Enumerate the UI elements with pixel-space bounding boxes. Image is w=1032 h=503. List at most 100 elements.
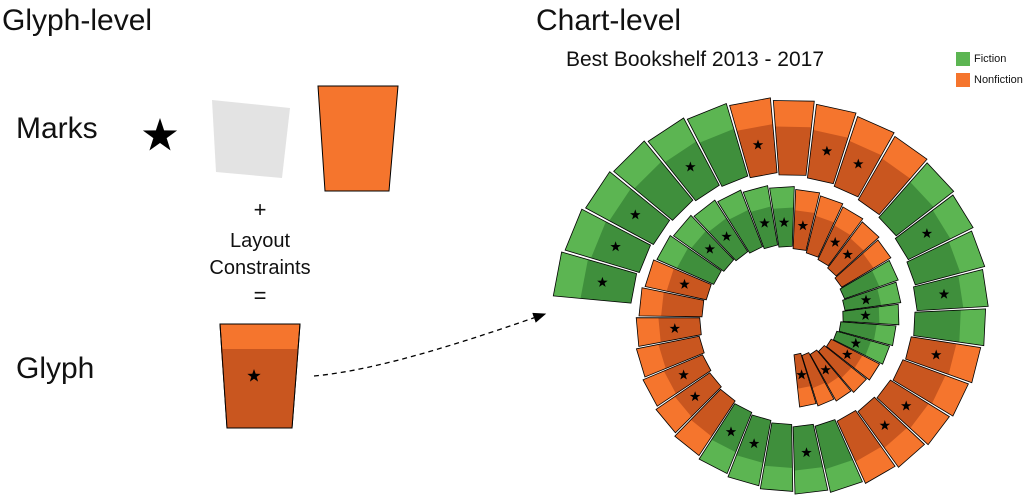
orange-wedge-mark bbox=[317, 85, 399, 192]
star-icon bbox=[879, 420, 891, 430]
book-wedge-shade bbox=[807, 130, 849, 184]
legend-swatch-fiction bbox=[956, 52, 970, 66]
star-icon bbox=[801, 447, 812, 458]
marks-label: Marks bbox=[16, 112, 98, 145]
book-wedge-shade bbox=[833, 331, 872, 356]
star-icon bbox=[759, 217, 770, 228]
book-glyph bbox=[833, 115, 895, 198]
book-glyph bbox=[638, 287, 705, 318]
star-icon bbox=[820, 364, 831, 375]
book-wedge-shade bbox=[772, 207, 794, 248]
book-wedge-shade bbox=[609, 188, 670, 245]
star-icon bbox=[778, 217, 790, 227]
book-glyph bbox=[809, 349, 852, 402]
book-wedge-shade bbox=[913, 310, 961, 343]
book-glyph bbox=[698, 403, 753, 475]
book-glyph bbox=[838, 321, 897, 347]
star-icon bbox=[938, 288, 950, 299]
book-glyph bbox=[805, 195, 844, 258]
legend-item-nonfiction: Nonfiction bbox=[956, 73, 1023, 87]
legend-label-fiction: Fiction bbox=[974, 53, 1007, 65]
book-wedge-shade bbox=[676, 247, 722, 285]
equals-sign: = bbox=[253, 283, 267, 308]
book-glyph bbox=[792, 423, 829, 495]
plus-sign: + bbox=[253, 197, 267, 222]
book-wedge-shade bbox=[634, 161, 693, 221]
book-wedge-shade bbox=[842, 288, 882, 311]
star-icon bbox=[796, 369, 807, 380]
book-glyph bbox=[894, 194, 974, 261]
book-glyph bbox=[801, 352, 835, 407]
star-icon bbox=[748, 438, 760, 449]
chart-level-title: Chart-level bbox=[536, 4, 682, 37]
book-wedge-shade bbox=[858, 158, 911, 215]
star-icon bbox=[685, 161, 696, 172]
book-glyph bbox=[656, 235, 722, 285]
book-wedge-shade bbox=[817, 225, 851, 266]
book-wedge-shade bbox=[658, 336, 705, 369]
book-glyph bbox=[635, 335, 705, 378]
star-icon bbox=[821, 145, 833, 156]
book-glyph bbox=[842, 281, 902, 311]
star-icon bbox=[900, 400, 912, 411]
book-glyph bbox=[792, 189, 821, 251]
book-wedge-shade bbox=[810, 350, 839, 385]
star-icon bbox=[930, 349, 942, 360]
book-glyph bbox=[857, 396, 926, 468]
book-wedge-shade bbox=[691, 230, 734, 272]
book-glyph bbox=[817, 206, 864, 267]
book-glyph bbox=[613, 140, 694, 221]
star-icon bbox=[829, 236, 841, 247]
book-wedge-shade bbox=[815, 419, 853, 470]
chart-title: Best Bookshelf 2013 - 2017 bbox=[566, 48, 825, 71]
star-icon bbox=[921, 228, 933, 239]
book-wedge-shade bbox=[699, 128, 748, 187]
book-glyph bbox=[644, 259, 712, 301]
book-wedge-shade bbox=[858, 397, 907, 448]
book-wedge-shade bbox=[664, 141, 720, 201]
book-wedge-shade bbox=[835, 253, 874, 288]
book-wedge-shade bbox=[837, 410, 882, 462]
star-icon bbox=[850, 337, 862, 348]
book-glyph bbox=[672, 214, 735, 272]
book-glyph bbox=[635, 317, 702, 347]
book-wedge-shade bbox=[711, 403, 752, 453]
star-icon bbox=[597, 276, 608, 287]
glyph-level-title: Glyph-level bbox=[2, 4, 153, 37]
star-icon bbox=[860, 294, 872, 305]
book-glyph bbox=[674, 388, 736, 457]
book-wedge-shade bbox=[775, 126, 812, 176]
book-wedge-shade bbox=[658, 317, 702, 343]
dashed-arrow-icon bbox=[313, 312, 547, 377]
book-glyph bbox=[842, 303, 900, 326]
book-glyph bbox=[832, 330, 891, 365]
book-glyph bbox=[564, 208, 652, 273]
star-icon bbox=[247, 369, 261, 382]
glyph-label: Glyph bbox=[16, 352, 95, 385]
book-wedge-shade bbox=[736, 415, 771, 463]
book-wedge-shade bbox=[666, 268, 712, 300]
book-glyph bbox=[878, 162, 955, 237]
star-icon bbox=[679, 278, 690, 289]
star-icon bbox=[725, 426, 737, 437]
book-glyph bbox=[727, 414, 772, 487]
book-wedge-shade bbox=[764, 422, 793, 468]
book-glyph bbox=[906, 230, 986, 286]
book-glyph bbox=[655, 372, 722, 434]
book-wedge-shade bbox=[736, 124, 778, 178]
star-icon bbox=[678, 369, 689, 380]
book-wedge-shade bbox=[690, 389, 736, 437]
book-wedge-shade bbox=[913, 275, 964, 311]
book-glyph bbox=[686, 102, 749, 187]
book-glyph bbox=[913, 269, 989, 312]
book-glyph bbox=[793, 352, 817, 408]
book-glyph bbox=[836, 409, 896, 484]
book-glyph bbox=[742, 185, 779, 250]
star-icon bbox=[752, 139, 764, 150]
star-icon bbox=[669, 323, 681, 334]
star-icon bbox=[142, 118, 178, 151]
book-glyph bbox=[825, 338, 881, 381]
book-wedge-shade bbox=[728, 209, 763, 254]
legend-label-nonfiction: Nonfiction bbox=[974, 74, 1023, 86]
book-wedge-shade bbox=[793, 210, 815, 251]
